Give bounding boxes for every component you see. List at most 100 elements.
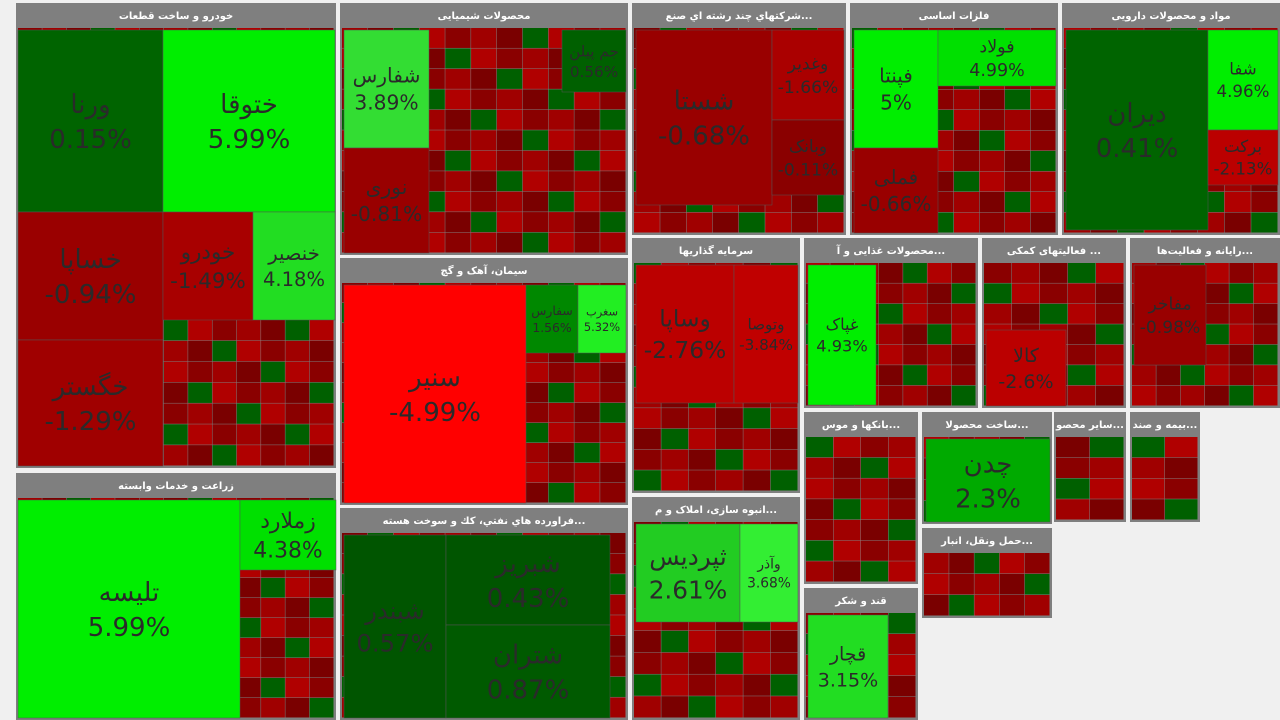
- sector-title[interactable]: ...بیمه و صند: [1133, 420, 1198, 431]
- tile[interactable]: [577, 284, 627, 354]
- sector-body: [770, 652, 798, 674]
- tile[interactable]: [635, 29, 773, 206]
- tile[interactable]: [733, 264, 799, 404]
- tile[interactable]: [252, 211, 336, 321]
- sector-body: [716, 408, 743, 429]
- tile[interactable]: [445, 624, 611, 719]
- sector-body: [163, 361, 188, 383]
- tile[interactable]: [1133, 264, 1207, 366]
- sector-body: [1096, 283, 1124, 304]
- tile[interactable]: [985, 329, 1067, 407]
- tile[interactable]: [1065, 29, 1209, 231]
- sector-body: [309, 618, 334, 638]
- sector-body: [661, 630, 689, 653]
- sector-body: [951, 263, 976, 283]
- sector-body: [574, 212, 600, 233]
- sector-title[interactable]: سرمایه گذاریها: [679, 244, 753, 257]
- tile[interactable]: [162, 29, 336, 213]
- sector-title[interactable]: فلزات اساسی: [919, 11, 990, 22]
- sector-body: [261, 320, 285, 341]
- sector-body: [1253, 365, 1278, 386]
- sector-title[interactable]: ...محصولات غذایی و آ: [836, 244, 945, 257]
- tile[interactable]: [853, 147, 939, 234]
- tile[interactable]: [635, 264, 735, 404]
- sector-body: [261, 578, 285, 598]
- sector-title[interactable]: ...شرکتهاي چند رشته اي صنع: [666, 11, 813, 22]
- tile-name: جم پیلن: [569, 42, 619, 61]
- tile[interactable]: [739, 523, 799, 623]
- tile[interactable]: [239, 499, 337, 571]
- tile[interactable]: [343, 284, 527, 504]
- tile[interactable]: [925, 438, 1051, 523]
- sector-body: [1165, 457, 1198, 478]
- tile[interactable]: [343, 147, 430, 254]
- tile[interactable]: [17, 499, 241, 719]
- sector-title[interactable]: محصولات شیمیایی: [438, 11, 531, 22]
- sector-title[interactable]: ...انبوه سازی، املاک و م: [655, 505, 777, 516]
- tile[interactable]: [937, 29, 1057, 87]
- tile-value: -0.81%: [351, 202, 423, 226]
- sector-body: [445, 130, 471, 151]
- tile-value: 3.89%: [354, 91, 418, 115]
- sector-body: [1040, 283, 1068, 304]
- tile[interactable]: [162, 211, 254, 321]
- tile-value: 4.18%: [263, 268, 325, 291]
- tile[interactable]: [807, 264, 877, 406]
- sector-title[interactable]: ...ساخت محصولا: [945, 420, 1028, 431]
- tile[interactable]: [771, 29, 845, 121]
- tile[interactable]: [635, 523, 741, 623]
- sector-body: [1030, 212, 1056, 233]
- sector-body: [522, 423, 549, 443]
- sector-body: [1024, 574, 1050, 595]
- tile-name: شبندر: [364, 596, 424, 625]
- tile[interactable]: [525, 284, 579, 354]
- sector-body: [496, 48, 523, 69]
- tile-value: -0.11%: [778, 160, 839, 180]
- sector-body: [903, 263, 927, 283]
- tile-value: -1.49%: [170, 269, 246, 294]
- sector-title[interactable]: ...رایانه و فعالیت‌ها: [1157, 246, 1253, 257]
- sector-body: [806, 478, 833, 499]
- sector-title[interactable]: ...سایر محصو: [1055, 420, 1124, 431]
- sector-title[interactable]: خودرو و ساخت قطعات: [119, 11, 233, 22]
- sector-title[interactable]: زراعت و خدمات وابسته: [118, 481, 234, 492]
- tile[interactable]: [1207, 29, 1279, 131]
- tile[interactable]: [771, 119, 845, 196]
- tile[interactable]: [343, 534, 447, 719]
- tile[interactable]: [561, 29, 627, 93]
- tile[interactable]: [343, 29, 430, 149]
- sector-body: [888, 499, 916, 520]
- sector-body: [743, 696, 771, 718]
- sector-body: [574, 403, 600, 423]
- sector-body: [188, 403, 212, 424]
- sector-title[interactable]: سیمان، آهک و گچ: [441, 264, 528, 277]
- sector-body: [548, 383, 574, 403]
- sector-body: [1205, 385, 1229, 406]
- sector-title[interactable]: ...بانکها و موس: [822, 420, 900, 431]
- sector-title[interactable]: مواد و محصولات دارویی: [1111, 11, 1230, 22]
- sector-body: [574, 423, 600, 443]
- sector-body: [634, 696, 661, 718]
- tile-value: 0.15%: [49, 125, 132, 155]
- sector-title[interactable]: قند و شکر: [834, 596, 886, 607]
- sector-body: [163, 445, 188, 466]
- tile[interactable]: [17, 211, 164, 341]
- tile[interactable]: [17, 339, 164, 467]
- sector-body: [770, 630, 798, 653]
- sector-body: [574, 150, 600, 171]
- sector-body: [791, 212, 818, 233]
- sector-title[interactable]: ...فراورده هاي نفتي، كك و سوخت هسته: [383, 516, 586, 527]
- sector-body: [188, 320, 212, 341]
- sector-body: [1056, 478, 1090, 499]
- sector-body: [236, 578, 261, 598]
- sector-body: [979, 89, 1005, 110]
- tile[interactable]: [17, 29, 164, 213]
- sector-body: [548, 463, 574, 483]
- tile[interactable]: [445, 534, 611, 626]
- sector-title[interactable]: ...حمل ونقل، انبار: [940, 536, 1033, 547]
- tile[interactable]: [807, 614, 889, 719]
- tile-value: 0.41%: [1096, 134, 1179, 164]
- sector-title[interactable]: ... فعالیتهای کمکی: [1007, 246, 1101, 257]
- tile[interactable]: [853, 29, 939, 149]
- tile[interactable]: [1207, 129, 1279, 186]
